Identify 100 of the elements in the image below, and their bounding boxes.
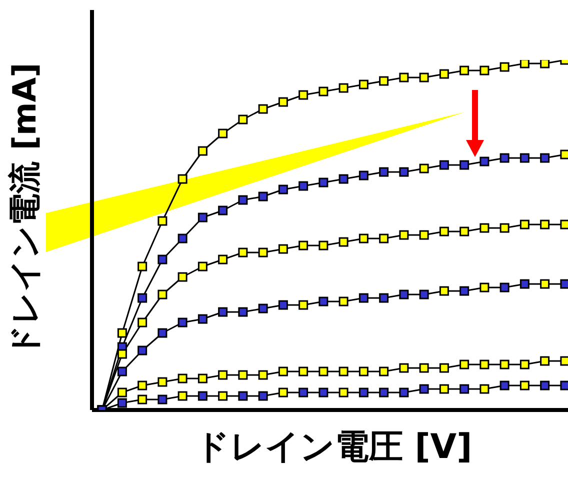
point [318, 388, 328, 398]
point [238, 391, 248, 401]
point [358, 366, 368, 376]
point [460, 66, 470, 76]
point [158, 394, 168, 404]
point [258, 104, 268, 114]
point [198, 314, 208, 324]
point [379, 234, 389, 244]
point [238, 307, 248, 317]
y-axis-title: ドレイン電流 [mA] [5, 62, 44, 358]
point [117, 388, 127, 398]
point [520, 279, 530, 289]
point [419, 72, 429, 82]
point [318, 366, 328, 376]
point [258, 248, 268, 258]
point [198, 262, 208, 272]
point [298, 388, 308, 398]
point [298, 240, 308, 250]
point [338, 174, 348, 184]
point [158, 377, 168, 387]
point [198, 146, 208, 156]
point [238, 370, 248, 380]
point [178, 374, 188, 384]
point [500, 360, 510, 370]
point [258, 370, 268, 380]
point [238, 195, 248, 205]
point [419, 363, 429, 373]
point [178, 318, 188, 328]
point [439, 226, 449, 236]
point [258, 192, 268, 202]
point [238, 248, 248, 258]
point [318, 296, 328, 306]
point [117, 349, 127, 359]
point [379, 388, 389, 398]
point [520, 360, 530, 370]
point [520, 60, 530, 68]
point [258, 304, 268, 314]
point [298, 90, 308, 100]
point [278, 97, 288, 107]
point [520, 153, 530, 163]
point [218, 254, 228, 264]
point [358, 234, 368, 244]
point [278, 244, 288, 254]
point [358, 388, 368, 398]
point [460, 160, 470, 170]
point [278, 300, 288, 310]
point [198, 212, 208, 222]
point [480, 156, 490, 166]
point [500, 153, 510, 163]
point [500, 380, 510, 390]
point [379, 76, 389, 86]
point [419, 290, 429, 300]
point [318, 178, 328, 188]
point [500, 223, 510, 233]
point [338, 366, 348, 376]
point [358, 170, 368, 180]
point [399, 388, 409, 398]
point [460, 226, 470, 236]
point [178, 174, 188, 184]
point [379, 366, 389, 376]
point [540, 380, 550, 390]
point [258, 391, 268, 401]
point [278, 184, 288, 194]
point [419, 384, 429, 394]
point [338, 83, 348, 93]
point [540, 220, 550, 230]
point [138, 318, 148, 328]
point [399, 363, 409, 373]
point [117, 366, 127, 376]
point [218, 128, 228, 138]
point [379, 167, 389, 177]
point [439, 160, 449, 170]
point [318, 240, 328, 250]
point [138, 293, 148, 303]
point [158, 216, 168, 226]
point [480, 66, 490, 76]
point [218, 307, 228, 317]
point [117, 328, 127, 338]
point [460, 384, 470, 394]
point [318, 86, 328, 96]
point [500, 282, 510, 292]
point [158, 254, 168, 264]
point [238, 114, 248, 124]
point [379, 293, 389, 303]
point [358, 293, 368, 303]
point [218, 206, 228, 216]
point [138, 346, 148, 356]
point [298, 181, 308, 191]
point [399, 167, 409, 177]
point [460, 286, 470, 296]
point [520, 220, 530, 230]
point [338, 237, 348, 247]
point [358, 80, 368, 90]
point [117, 398, 127, 408]
point [540, 356, 550, 366]
point [178, 234, 188, 244]
point [500, 62, 510, 72]
point [158, 290, 168, 300]
point [439, 69, 449, 79]
point [399, 230, 409, 240]
